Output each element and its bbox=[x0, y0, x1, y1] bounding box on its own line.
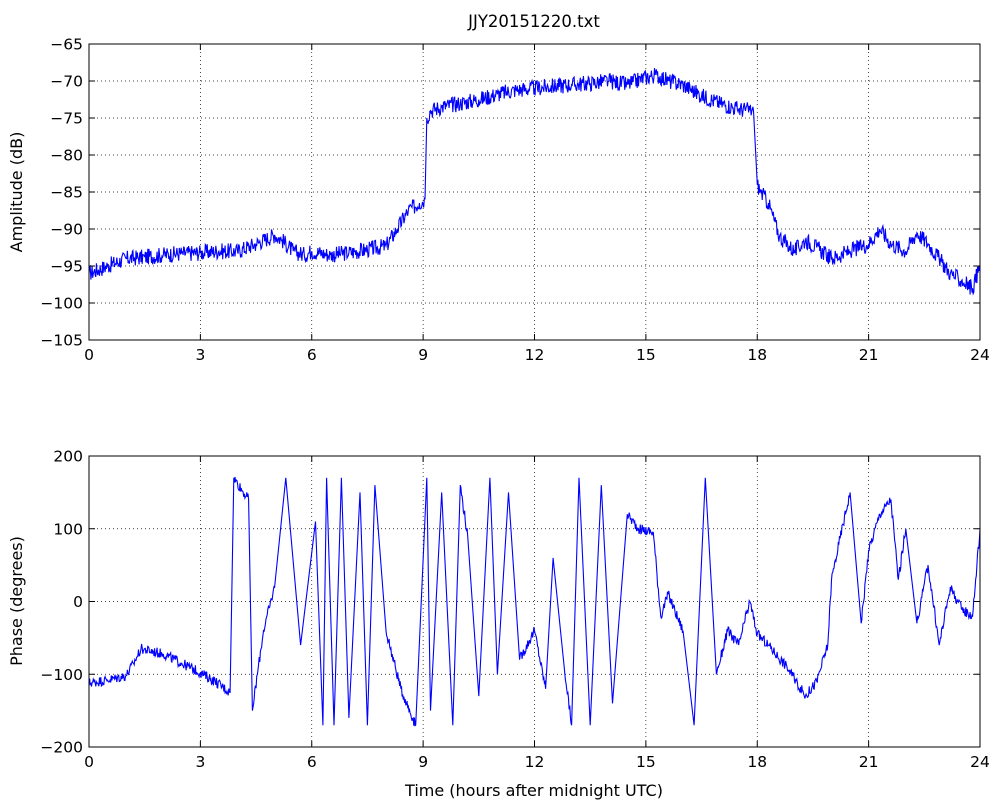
phase-y-tick-label: 0 bbox=[73, 593, 83, 611]
amplitude-x-tick-label: 24 bbox=[970, 346, 990, 364]
amplitude-y-tick-label: −70 bbox=[50, 73, 83, 91]
amplitude-x-tick-label: 18 bbox=[747, 346, 767, 364]
phase-series-line bbox=[88, 476, 981, 727]
amplitude-x-tick-label: 0 bbox=[84, 346, 94, 364]
phase-y-tick-label: −200 bbox=[40, 739, 83, 757]
phase-y-axis-label: Phase (degrees) bbox=[7, 536, 26, 666]
amplitude-x-tick-label: 6 bbox=[307, 346, 317, 364]
phase-x-tick-label: 3 bbox=[195, 753, 205, 771]
phase-x-tick-label: 21 bbox=[859, 753, 879, 771]
amplitude-x-tick-label: 15 bbox=[636, 346, 656, 364]
amplitude-y-tick-label: −85 bbox=[50, 184, 83, 202]
amplitude-x-tick-label: 3 bbox=[195, 346, 205, 364]
phase-y-tick-label: 200 bbox=[53, 448, 83, 466]
phase-ticks: 0 3 6 9 12 15 18 21 24 −200 −100 0 100 200 bbox=[40, 448, 989, 772]
phase-grid bbox=[89, 456, 980, 747]
amplitude-x-tick-label: 9 bbox=[418, 346, 428, 364]
phase-x-tick-label: 0 bbox=[84, 753, 94, 771]
phase-y-tick-label: −100 bbox=[40, 666, 83, 684]
amplitude-y-tick-label: −90 bbox=[50, 221, 83, 239]
phase-x-tick-label: 12 bbox=[525, 753, 545, 771]
phase-x-tick-label: 15 bbox=[636, 753, 656, 771]
amplitude-y-tick-label: −65 bbox=[50, 36, 83, 54]
amplitude-x-tick-label: 21 bbox=[859, 346, 879, 364]
phase-panel: 0 3 6 9 12 15 18 21 24 −200 −100 0 100 200 Phase (deg… bbox=[7, 448, 990, 801]
phase-x-axis-label: Time (hours after midnight UTC) bbox=[404, 781, 663, 800]
amplitude-y-tick-label: −75 bbox=[50, 110, 83, 128]
amplitude-y-axis-label: Amplitude (dB) bbox=[7, 132, 26, 253]
amplitude-y-tick-label: −100 bbox=[40, 295, 83, 313]
phase-x-tick-label: 24 bbox=[970, 753, 990, 771]
amplitude-series-line bbox=[88, 68, 981, 296]
phase-x-tick-label: 18 bbox=[747, 753, 767, 771]
amplitude-panel: JJY20151220.txt 0 3 6 9 12 15 18 21 24 −105 −100 −9… bbox=[7, 12, 990, 364]
amplitude-y-tick-label: −95 bbox=[50, 258, 83, 276]
amplitude-y-tick-label: −105 bbox=[40, 332, 83, 350]
amplitude-x-tick-label: 12 bbox=[525, 346, 545, 364]
amplitude-ticks: 0 3 6 9 12 15 18 21 24 −105 −100 −95 −90 −85 −80 −75 −70… bbox=[40, 36, 989, 365]
phase-y-tick-label: 100 bbox=[53, 520, 83, 538]
phase-x-tick-label: 9 bbox=[418, 753, 428, 771]
amplitude-grid bbox=[89, 44, 980, 340]
chart-title: JJY20151220.txt bbox=[467, 12, 600, 31]
amplitude-y-tick-label: −80 bbox=[50, 147, 83, 165]
phase-x-tick-label: 6 bbox=[307, 753, 317, 771]
